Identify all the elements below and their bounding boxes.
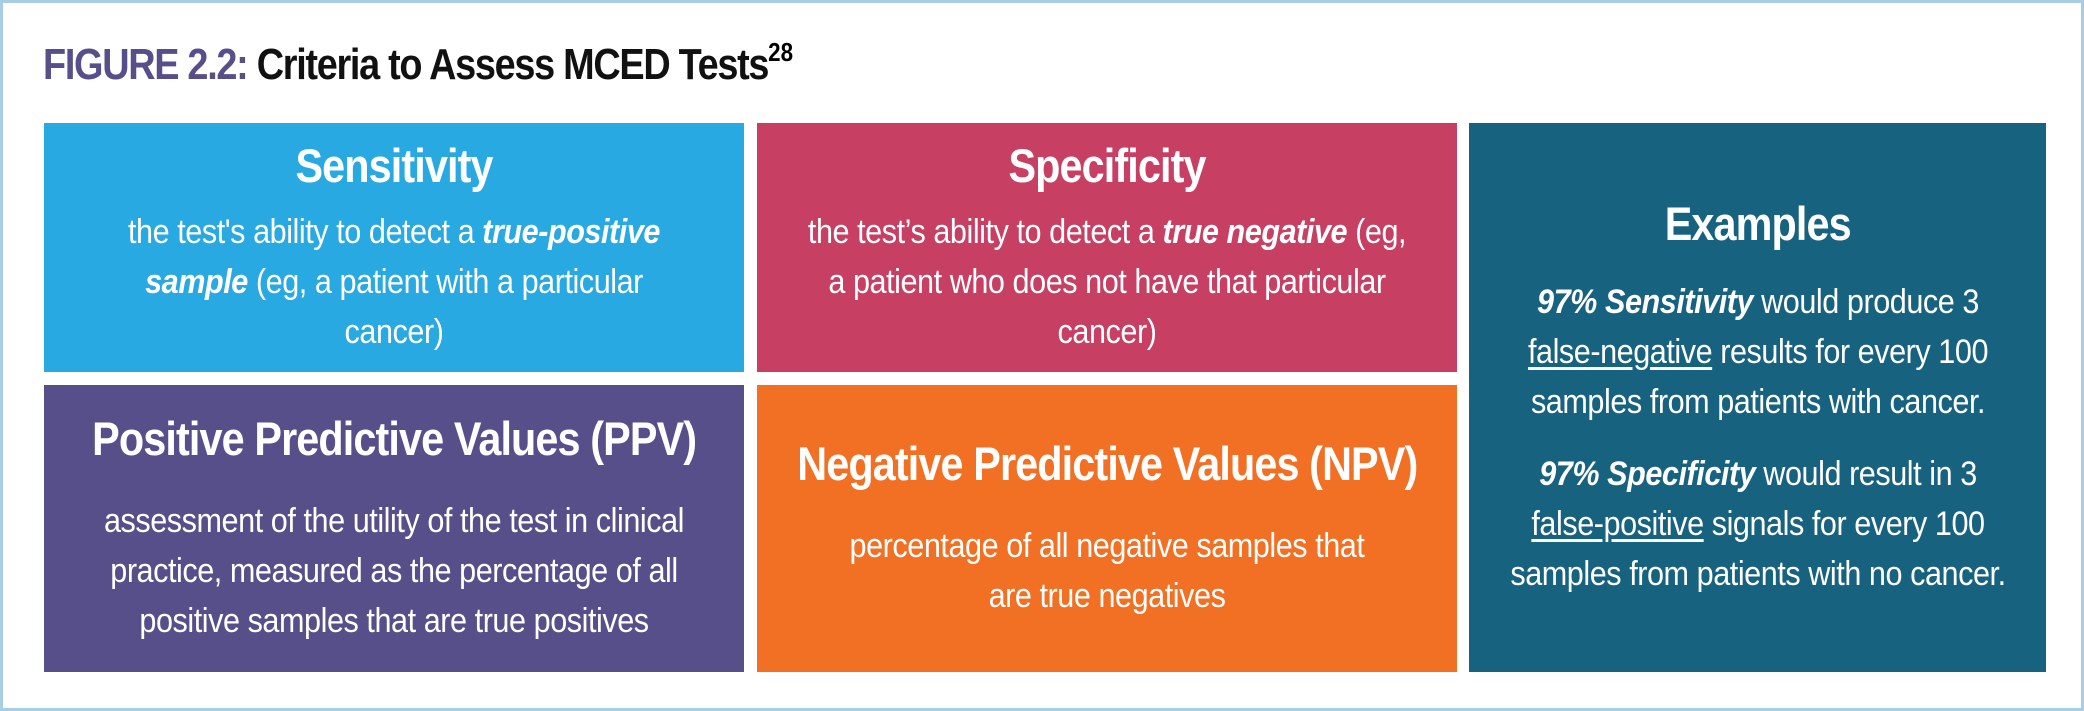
- sensitivity-definition: the test's ability to detect a true-posi…: [128, 213, 660, 351]
- npv-box: Negative Predictive Values (NPV) percent…: [757, 385, 1457, 672]
- figure-reference: 28: [768, 37, 794, 67]
- npv-heading: Negative Predictive Values (NPV): [796, 437, 1418, 490]
- example-specificity: 97% Specificity would result in 3 false-…: [1509, 455, 2006, 593]
- examples-heading: Examples: [1664, 197, 1851, 250]
- specificity-definition: the test’s ability to detect a true nega…: [807, 213, 1407, 351]
- ppv-heading: Positive Predictive Values (PPV): [91, 412, 697, 465]
- figure-label: FIGURE 2.2:: [43, 40, 249, 89]
- sensitivity-heading: Sensitivity: [295, 139, 493, 192]
- example-specificity-emphasis: 97% Specificity: [1538, 455, 1756, 493]
- sensitivity-box: Sensitivity the test's ability to detect…: [44, 123, 744, 372]
- example-sensitivity-emphasis: 97% Sensitivity: [1536, 283, 1754, 321]
- false-positive-term: false-positive: [1530, 505, 1704, 543]
- npv-definition: percentage of all negative samples that …: [849, 527, 1365, 615]
- specificity-emphasis: true negative: [1162, 213, 1348, 251]
- specificity-heading: Specificity: [1008, 139, 1206, 192]
- figure-title-text: Criteria to Assess MCED Tests: [256, 40, 770, 89]
- false-negative-term: false-negative: [1527, 333, 1712, 371]
- example-sensitivity: 97% Sensitivity would produce 3 false-ne…: [1527, 283, 1988, 421]
- specificity-box: Specificity the test’s ability to detect…: [757, 123, 1457, 372]
- ppv-box: Positive Predictive Values (PPV) assessm…: [44, 385, 744, 672]
- examples-box: Examples 97% Sensitivity would produce 3…: [1469, 123, 2046, 672]
- ppv-definition: assessment of the utility of the test in…: [103, 502, 685, 640]
- sensitivity-emphasis: true-positive sample: [145, 213, 660, 301]
- figure-title: FIGURE 2.2: Criteria to Assess MCED Test…: [43, 37, 793, 90]
